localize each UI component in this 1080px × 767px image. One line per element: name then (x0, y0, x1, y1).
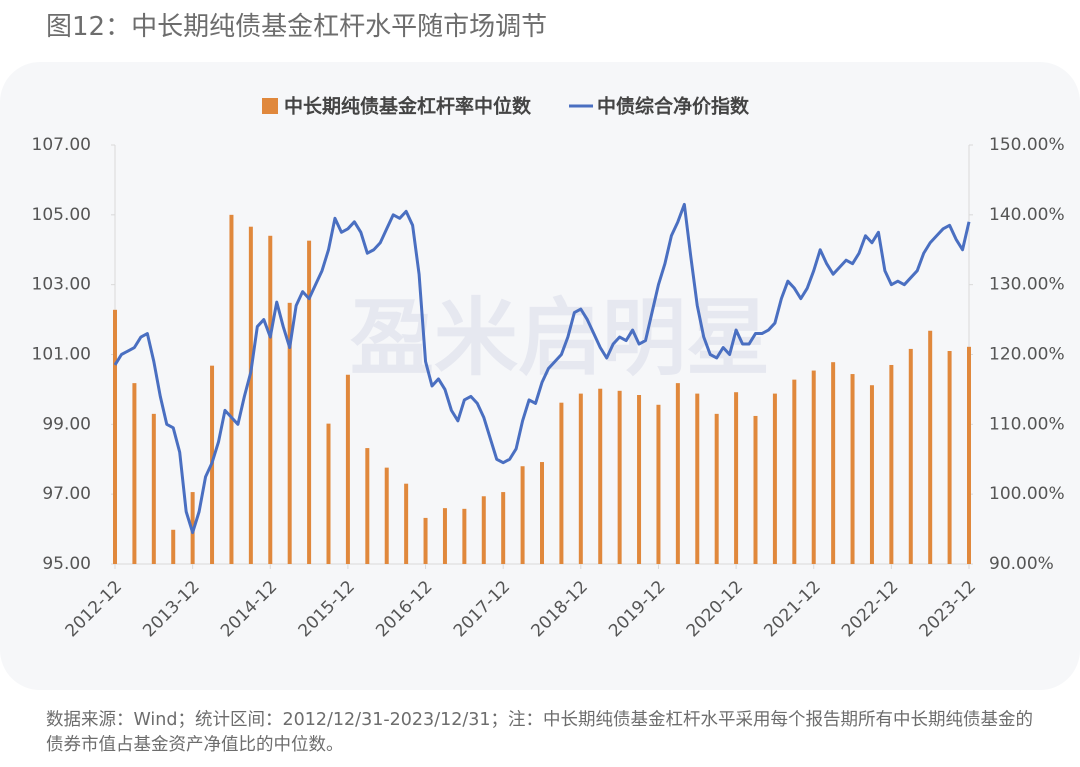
bar (113, 309, 117, 564)
watermark: 盈米启明星 (350, 288, 770, 387)
y2-tick-label: 140.00% (989, 205, 1065, 225)
y-tick-label: 99.00 (42, 414, 91, 434)
y-tick-label: 97.00 (42, 484, 91, 504)
y2-tick-label: 130.00% (989, 275, 1065, 295)
y2-tick-label: 110.00% (989, 414, 1065, 434)
bar (831, 362, 836, 564)
bar (753, 415, 758, 564)
bar (540, 462, 544, 564)
bar (598, 388, 603, 564)
bar (151, 413, 156, 564)
bar (462, 508, 467, 564)
bar (520, 466, 525, 564)
bar (772, 393, 777, 564)
bar (423, 517, 428, 564)
bar (345, 374, 350, 564)
bar (637, 395, 642, 564)
bar (869, 385, 874, 564)
bar (132, 383, 137, 564)
y-tick-label: 101.00 (32, 345, 91, 365)
bar (559, 402, 564, 564)
line (113, 202, 971, 535)
bar (442, 508, 447, 564)
y2-tick-label: 90.00% (989, 554, 1054, 574)
y2-tick-label: 150.00% (989, 135, 1065, 155)
bar (928, 330, 933, 564)
bar (326, 423, 331, 564)
chart: 盈米启明星 95.00 97.00 99.00 101.00 103.00 105.00 10… (31, 94, 1065, 642)
bar (695, 393, 700, 564)
bar (248, 226, 253, 564)
legend-swatch (262, 98, 278, 114)
bar (287, 302, 292, 564)
bar (714, 413, 719, 564)
bar (850, 374, 855, 564)
bar (967, 346, 971, 564)
legend-label: 中长期纯债基金杠杆率中位数 (284, 95, 532, 118)
bar (404, 483, 409, 564)
bar (384, 467, 389, 564)
y-tick-label: 107.00 (32, 135, 91, 155)
bar (811, 370, 816, 564)
legend-label: 中债综合净价指数 (597, 95, 750, 118)
bar (171, 529, 176, 564)
bar (734, 392, 739, 564)
bar (268, 235, 273, 565)
bar (656, 404, 661, 564)
bar (947, 351, 952, 564)
bar (578, 393, 583, 564)
chart-title: 图12：中长期纯债基金杠杆水平随市场调节 (46, 12, 548, 42)
y-tick-label: 95.00 (42, 554, 91, 574)
y2-tick-label: 120.00% (989, 345, 1065, 365)
footnote: 数据来源：Wind；统计区间：2012/12/31-2023/12/31；注：中… (46, 710, 1034, 755)
y-tick-label: 105.00 (32, 205, 91, 225)
bar (617, 390, 622, 564)
bar (307, 240, 312, 564)
bar (889, 364, 894, 564)
y2-tick-label: 100.00% (989, 484, 1065, 504)
bar (229, 214, 234, 565)
y-tick-label: 103.00 (32, 275, 91, 295)
bar (908, 348, 913, 564)
bar (675, 383, 680, 564)
bar (501, 492, 506, 564)
bar (792, 379, 797, 564)
bar (481, 496, 486, 564)
bar (365, 448, 370, 564)
